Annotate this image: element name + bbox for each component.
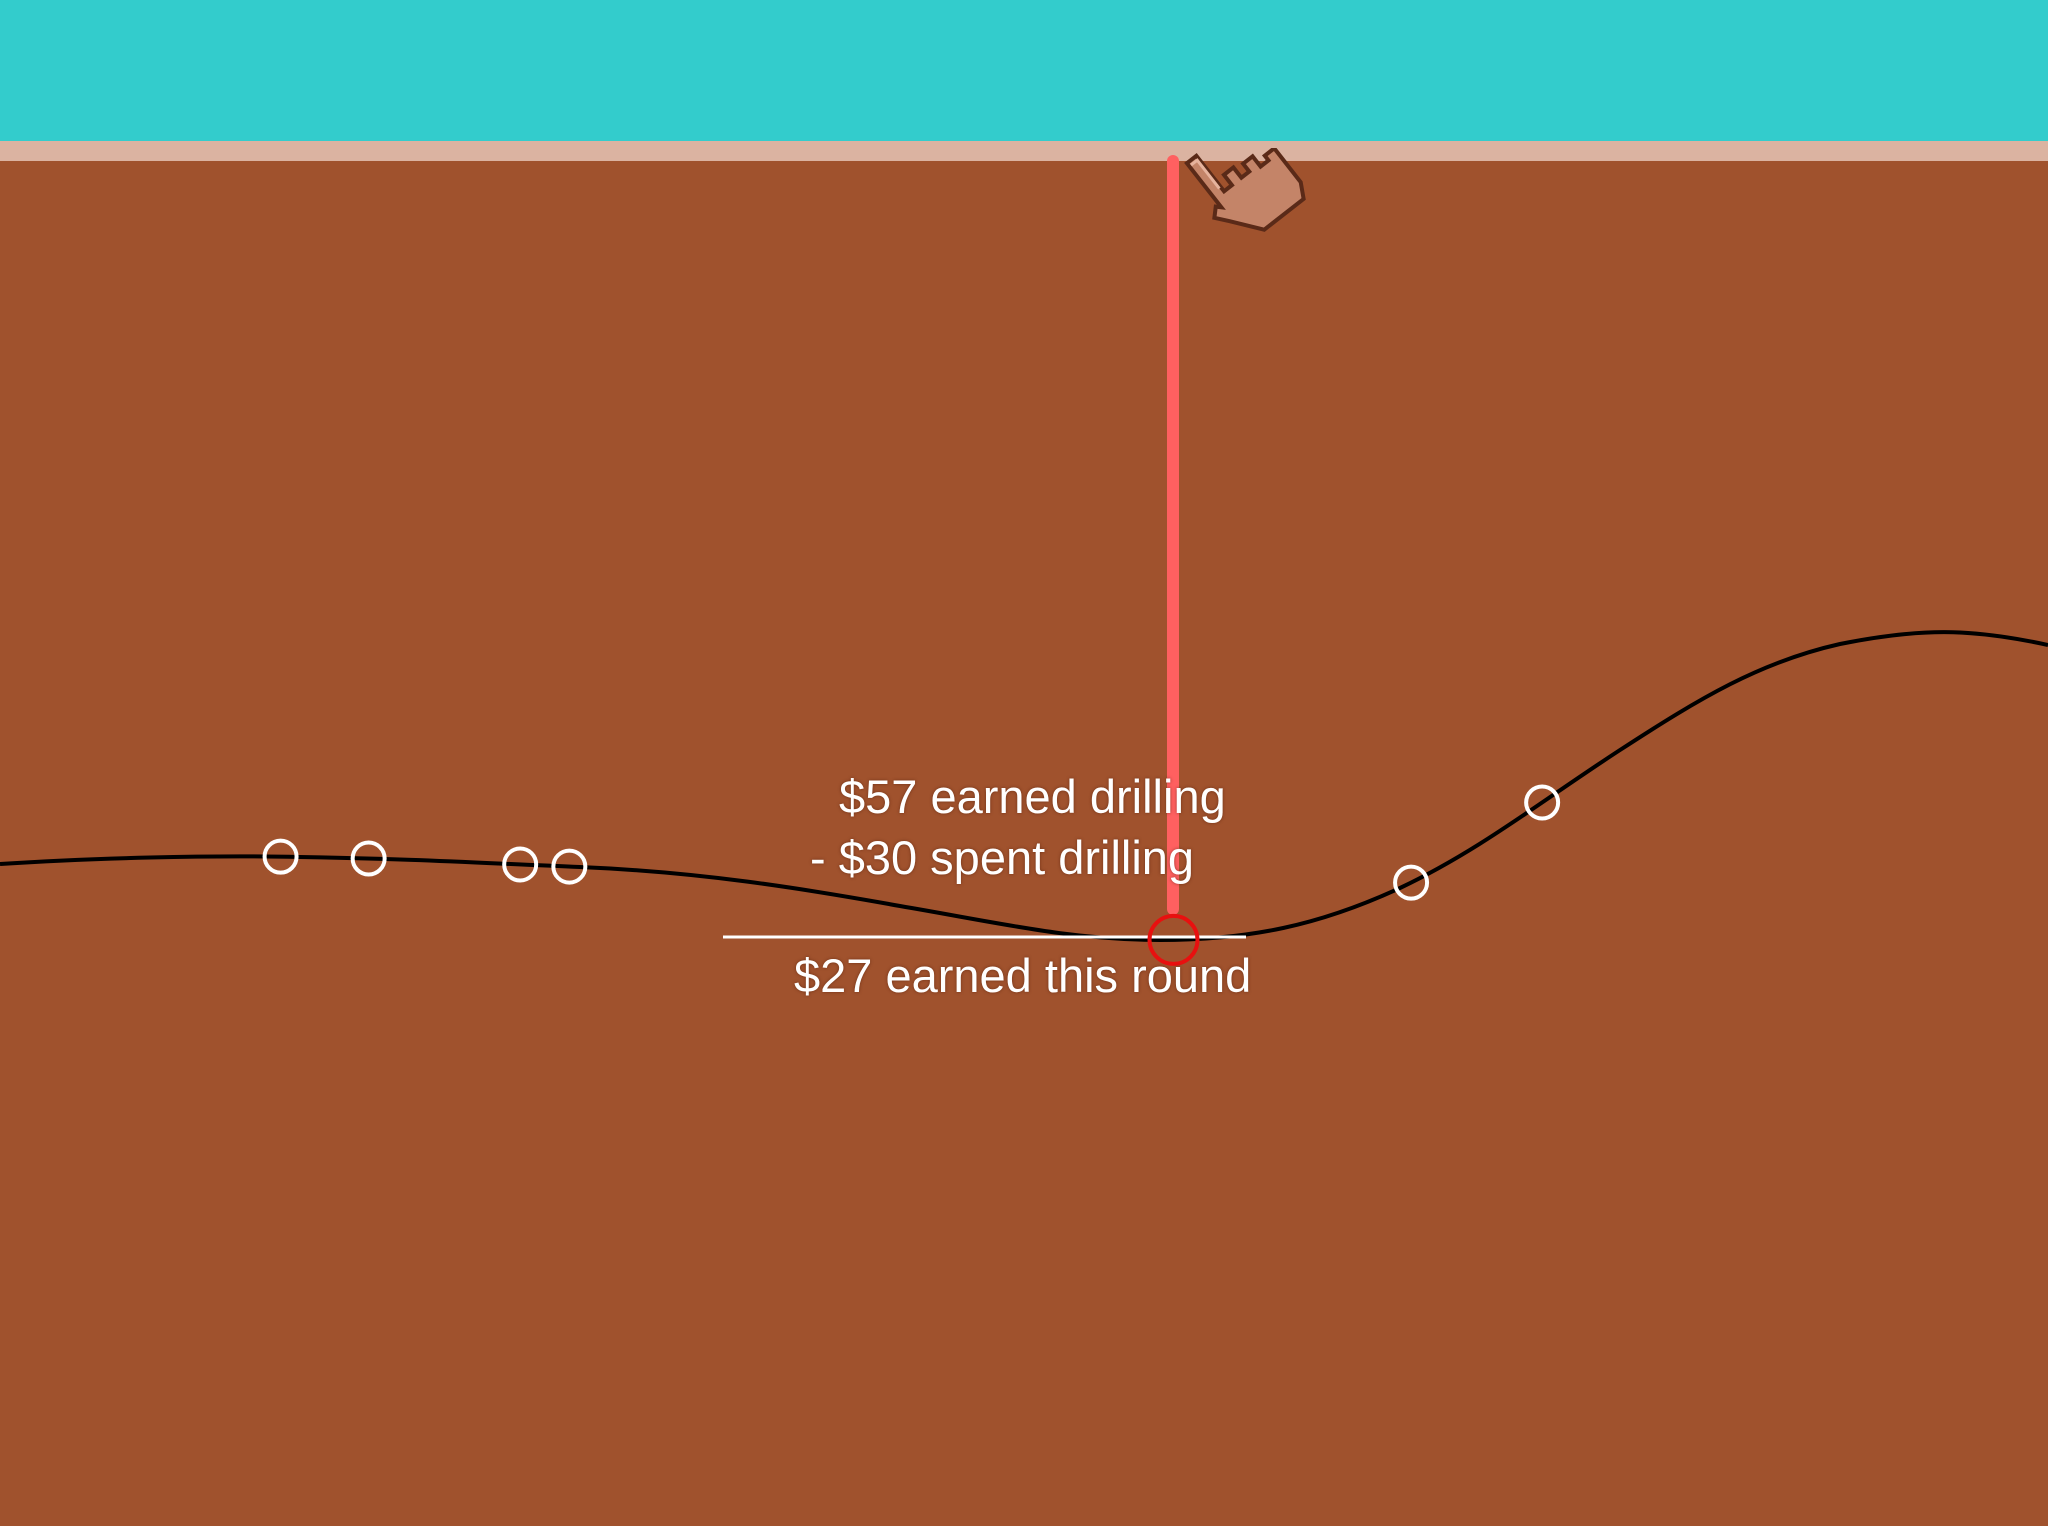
- drill-marker: [1393, 864, 1430, 901]
- drill-markers: [262, 784, 1561, 901]
- underground-area[interactable]: [0, 161, 2048, 1526]
- spent-drilling-label: - $30 spent drilling: [810, 831, 1195, 884]
- sky: [0, 0, 2048, 141]
- ground-surface[interactable]: [0, 141, 2048, 161]
- drill-marker: [350, 840, 387, 877]
- drill-marker: [262, 838, 299, 875]
- oil-depth-curve: [0, 630, 2048, 943]
- drill-marker: [502, 846, 539, 883]
- earned-drilling-label: $57 earned drilling: [839, 770, 1226, 823]
- pointing-hand-icon: [1184, 148, 1306, 232]
- current-drill-marker: [1147, 913, 1200, 966]
- round-total-label: $27 earned this round: [794, 949, 1252, 1002]
- drill-marker: [551, 848, 588, 885]
- drill-marker: [1524, 784, 1561, 821]
